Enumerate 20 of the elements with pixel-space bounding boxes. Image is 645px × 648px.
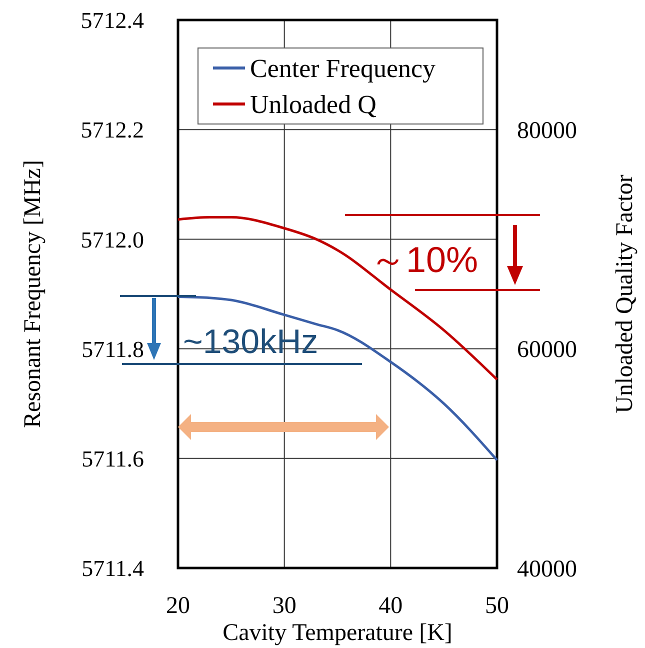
- x-tick-label: 40: [378, 593, 403, 619]
- y2-axis-title: Unloaded Quality Factor: [612, 174, 638, 414]
- line-series: [176, 216, 498, 381]
- legend-label: Unloaded Q: [250, 90, 377, 120]
- y-tick-label: 5712.0: [80, 227, 144, 252]
- legend-label: Center Frequency: [250, 54, 436, 84]
- x-tick-label: 30: [272, 593, 296, 619]
- y2-tick-label: 40000: [517, 556, 577, 582]
- y-tick-label: 5711.8: [82, 336, 144, 362]
- y-axis-title: Resonant Frequency [MHz]: [20, 160, 46, 428]
- line-series: [176, 295, 498, 462]
- x-axis-title: Cavity Temperature [K]: [222, 620, 452, 646]
- x-tick-label: 50: [485, 593, 509, 619]
- x-tick-label: 20: [166, 593, 190, 619]
- y2-tick-label: 80000: [517, 118, 577, 144]
- y-tick-label: 5712.4: [80, 8, 144, 34]
- y-tick-label: 5711.6: [82, 446, 144, 472]
- y-tick-label: 5711.4: [82, 556, 144, 582]
- y2-tick-label: 60000: [517, 337, 577, 364]
- y-tick-label: 5712.2: [80, 118, 144, 143]
